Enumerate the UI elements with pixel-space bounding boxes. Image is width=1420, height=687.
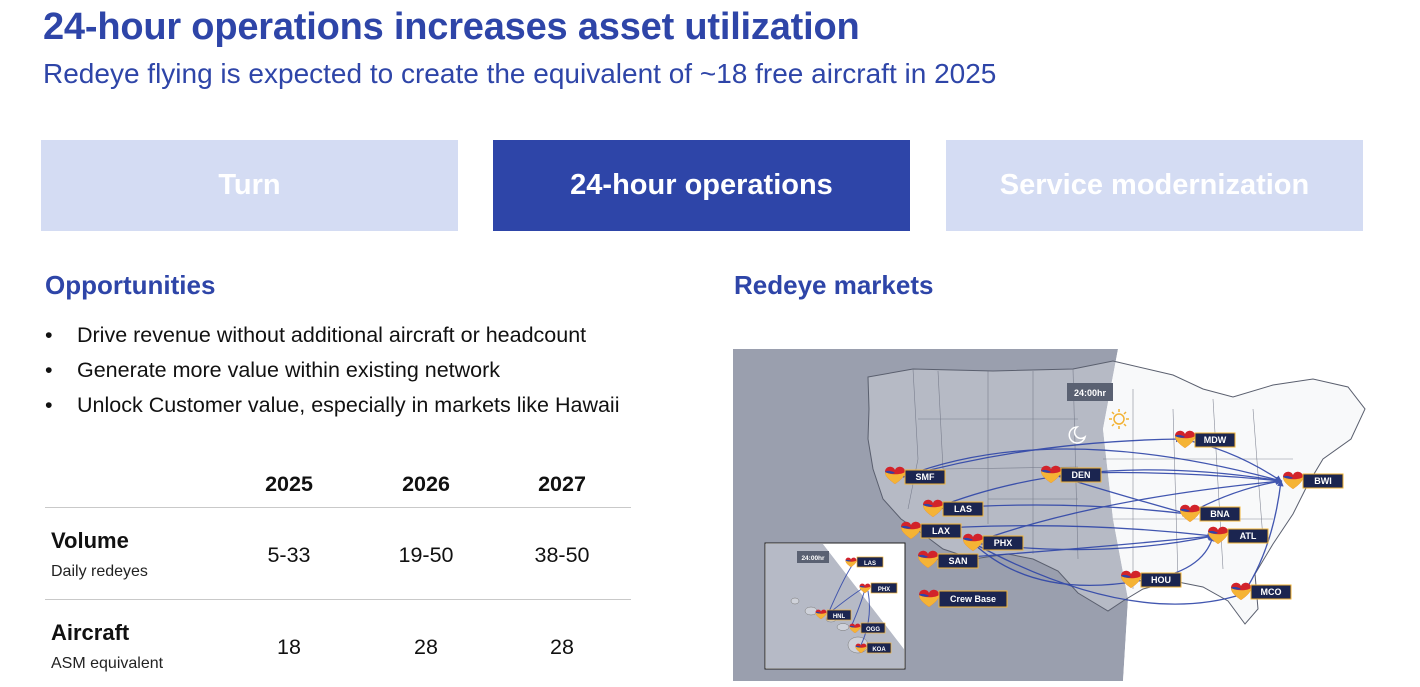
moon-icon	[1068, 426, 1087, 444]
row-label-volume: Volume	[51, 528, 129, 553]
svg-text:OGG: OGG	[866, 627, 880, 633]
table-divider	[45, 599, 631, 600]
svg-text:MDW: MDW	[1204, 435, 1227, 445]
svg-text:MCO: MCO	[1261, 587, 1282, 597]
table-header-2027: 2027	[538, 472, 586, 496]
city-mco: MCO	[1231, 582, 1292, 600]
city-den: DEN	[1041, 465, 1102, 483]
page-subtitle: Redeye flying is expected to create the …	[43, 58, 997, 89]
svg-text:BWI: BWI	[1314, 476, 1332, 486]
svg-text:HNL: HNL	[833, 614, 846, 620]
city-san: SAN	[918, 550, 979, 569]
table-header-2026: 2026	[402, 472, 450, 496]
opportunities-heading: Opportunities	[45, 270, 216, 300]
city-mdw: MDW	[1175, 430, 1236, 448]
opportunities-list: Drive revenue without additional aircraf…	[45, 318, 619, 423]
svg-text:HOU: HOU	[1151, 575, 1171, 585]
city-lax: LAX	[901, 521, 962, 539]
hawaii-inset: 24:00hr LAS PHX	[764, 542, 906, 670]
svg-text:DEN: DEN	[1071, 470, 1090, 480]
clock-badge	[1067, 383, 1113, 401]
svg-text:KOA: KOA	[872, 647, 886, 653]
clock-readout: 24:00hr	[1074, 388, 1107, 398]
svg-text:SMF: SMF	[916, 472, 936, 482]
tab-24-hour-operations[interactable]: 24-hour operations	[493, 140, 910, 231]
svg-text:LAS: LAS	[954, 504, 972, 514]
page-title: 24-hour operations increases asset utili…	[43, 6, 860, 48]
table-divider	[45, 507, 631, 508]
table-cell: 28	[414, 635, 438, 659]
city-atl: ATL	[1208, 526, 1269, 544]
row-sublabel-volume: Daily redeyes	[51, 563, 148, 580]
city-phx: PHX	[963, 533, 1024, 551]
row-label-aircraft: Aircraft	[51, 620, 130, 645]
city-hou: HOU	[1121, 570, 1182, 588]
svg-text:Crew Base: Crew Base	[950, 594, 996, 604]
inset-city-las: LAS	[845, 556, 884, 568]
table-cell: 18	[277, 635, 301, 659]
city-bwi: BWI	[1283, 471, 1344, 489]
city-las: LAS	[923, 499, 984, 517]
svg-text:LAS: LAS	[864, 561, 876, 567]
redeye-markets-map: 24:00hr MDW DEN SMF LAS	[733, 349, 1373, 681]
row-sublabel-aircraft: ASM equivalent	[51, 655, 164, 672]
table-cell: 19-50	[398, 543, 454, 567]
inset-city-ogg: OGG	[849, 622, 886, 634]
svg-text:PHX: PHX	[994, 538, 1013, 548]
table-cell: 38-50	[534, 543, 590, 567]
opportunity-item: Generate more value within existing netw…	[45, 353, 619, 388]
inset-city-phx: PHX	[859, 582, 898, 594]
city-bna: BNA	[1180, 504, 1241, 522]
table-cell: 5-33	[267, 543, 311, 567]
city-smf: SMF	[885, 466, 946, 485]
svg-text:BNA: BNA	[1210, 509, 1230, 519]
svg-text:PHX: PHX	[878, 587, 890, 593]
tab-turn[interactable]: Turn	[41, 140, 458, 231]
tab-service-modernization[interactable]: Service modernization	[946, 140, 1363, 231]
inset-clock-readout: 24:00hr	[801, 555, 825, 562]
svg-text:SAN: SAN	[948, 556, 967, 566]
svg-text:LAX: LAX	[932, 526, 950, 536]
inset-city-hnl: HNL	[815, 609, 852, 621]
crew-base-legend: Crew Base	[919, 589, 1008, 608]
table-cell: 28	[550, 635, 574, 659]
opportunity-item: Unlock Customer value, especially in mar…	[45, 388, 619, 423]
inset-city-koa: KOA	[855, 642, 892, 654]
opportunity-item: Drive revenue without additional aircraf…	[45, 318, 619, 353]
svg-text:ATL: ATL	[1240, 531, 1257, 541]
sun-icon	[1109, 409, 1129, 429]
table-header-2025: 2025	[265, 472, 313, 496]
markets-heading: Redeye markets	[734, 270, 934, 300]
